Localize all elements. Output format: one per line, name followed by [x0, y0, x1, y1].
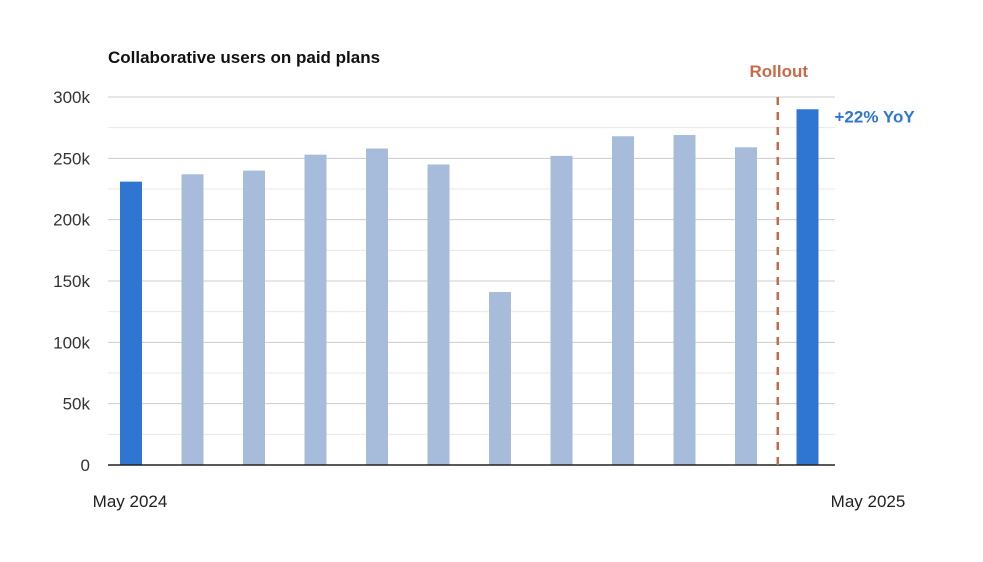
x-tick-label: May 2025 — [831, 492, 906, 511]
rollout-label: Rollout — [749, 62, 808, 81]
y-tick-label: 50k — [63, 395, 91, 414]
y-tick-label: 0 — [81, 456, 90, 475]
y-tick-label: 200k — [53, 211, 90, 230]
bar — [735, 147, 757, 465]
bar-highlighted — [796, 109, 819, 466]
y-tick-label: 100k — [53, 333, 90, 352]
bar — [612, 136, 634, 465]
y-axis-ticks: 0 50k 100k 150k 200k 250k 300k — [53, 88, 90, 475]
annotations: Rollout +22% YoY — [749, 62, 915, 465]
gridlines — [108, 96, 835, 435]
y-tick-label: 300k — [53, 88, 90, 107]
bar — [304, 154, 327, 466]
bar — [427, 164, 450, 465]
bar — [181, 174, 204, 465]
y-tick-label: 150k — [53, 272, 90, 291]
chart-title: Collaborative users on paid plans — [108, 48, 380, 67]
yoy-label: +22% YoY — [835, 107, 916, 126]
bar — [366, 148, 388, 465]
x-tick-label: May 2024 — [93, 492, 168, 511]
bar — [550, 155, 573, 465]
bars — [120, 109, 819, 466]
x-axis-ticks: May 2024 May 2025 — [93, 492, 906, 511]
bar — [489, 292, 511, 465]
bar-highlighted — [120, 181, 142, 465]
bar — [673, 135, 696, 465]
y-tick-label: 250k — [53, 149, 90, 168]
bar — [243, 170, 265, 465]
